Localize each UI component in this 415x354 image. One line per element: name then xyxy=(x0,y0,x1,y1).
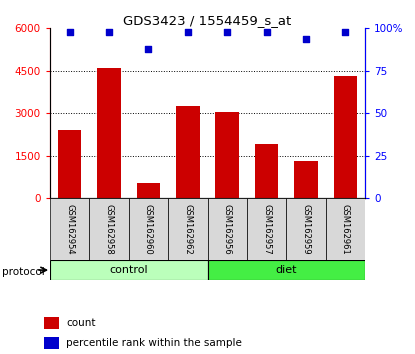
Bar xyxy=(215,112,239,198)
Text: diet: diet xyxy=(276,265,297,275)
Point xyxy=(264,29,270,35)
Text: protocol: protocol xyxy=(2,267,45,277)
Point xyxy=(303,36,309,41)
Text: GSM162959: GSM162959 xyxy=(302,204,310,255)
Bar xyxy=(44,318,59,329)
Bar xyxy=(50,260,208,280)
Title: GDS3423 / 1554459_s_at: GDS3423 / 1554459_s_at xyxy=(123,14,292,27)
Bar xyxy=(168,198,208,260)
Bar xyxy=(334,76,357,198)
Bar xyxy=(294,161,318,198)
Text: GSM162957: GSM162957 xyxy=(262,204,271,255)
Point xyxy=(105,29,112,35)
Bar xyxy=(89,198,129,260)
Text: GSM162958: GSM162958 xyxy=(105,204,113,255)
Text: percentile rank within the sample: percentile rank within the sample xyxy=(66,338,242,348)
Bar xyxy=(58,130,81,198)
Text: GSM162962: GSM162962 xyxy=(183,204,192,255)
Point xyxy=(66,29,73,35)
Bar xyxy=(137,183,160,198)
Bar xyxy=(255,144,278,198)
Bar xyxy=(50,198,89,260)
Bar xyxy=(247,198,286,260)
Bar xyxy=(286,198,326,260)
Bar xyxy=(44,337,59,349)
Bar xyxy=(97,68,121,198)
Text: GSM162954: GSM162954 xyxy=(65,204,74,255)
Text: GSM162960: GSM162960 xyxy=(144,204,153,255)
Point xyxy=(224,29,231,35)
Point xyxy=(184,29,191,35)
Bar xyxy=(208,198,247,260)
Text: GSM162956: GSM162956 xyxy=(223,204,232,255)
Text: control: control xyxy=(109,265,148,275)
Text: GSM162961: GSM162961 xyxy=(341,204,350,255)
Bar xyxy=(208,260,365,280)
Bar xyxy=(129,198,168,260)
Point xyxy=(342,29,349,35)
Text: count: count xyxy=(66,318,95,329)
Bar xyxy=(326,198,365,260)
Point xyxy=(145,46,152,52)
Bar xyxy=(176,106,200,198)
